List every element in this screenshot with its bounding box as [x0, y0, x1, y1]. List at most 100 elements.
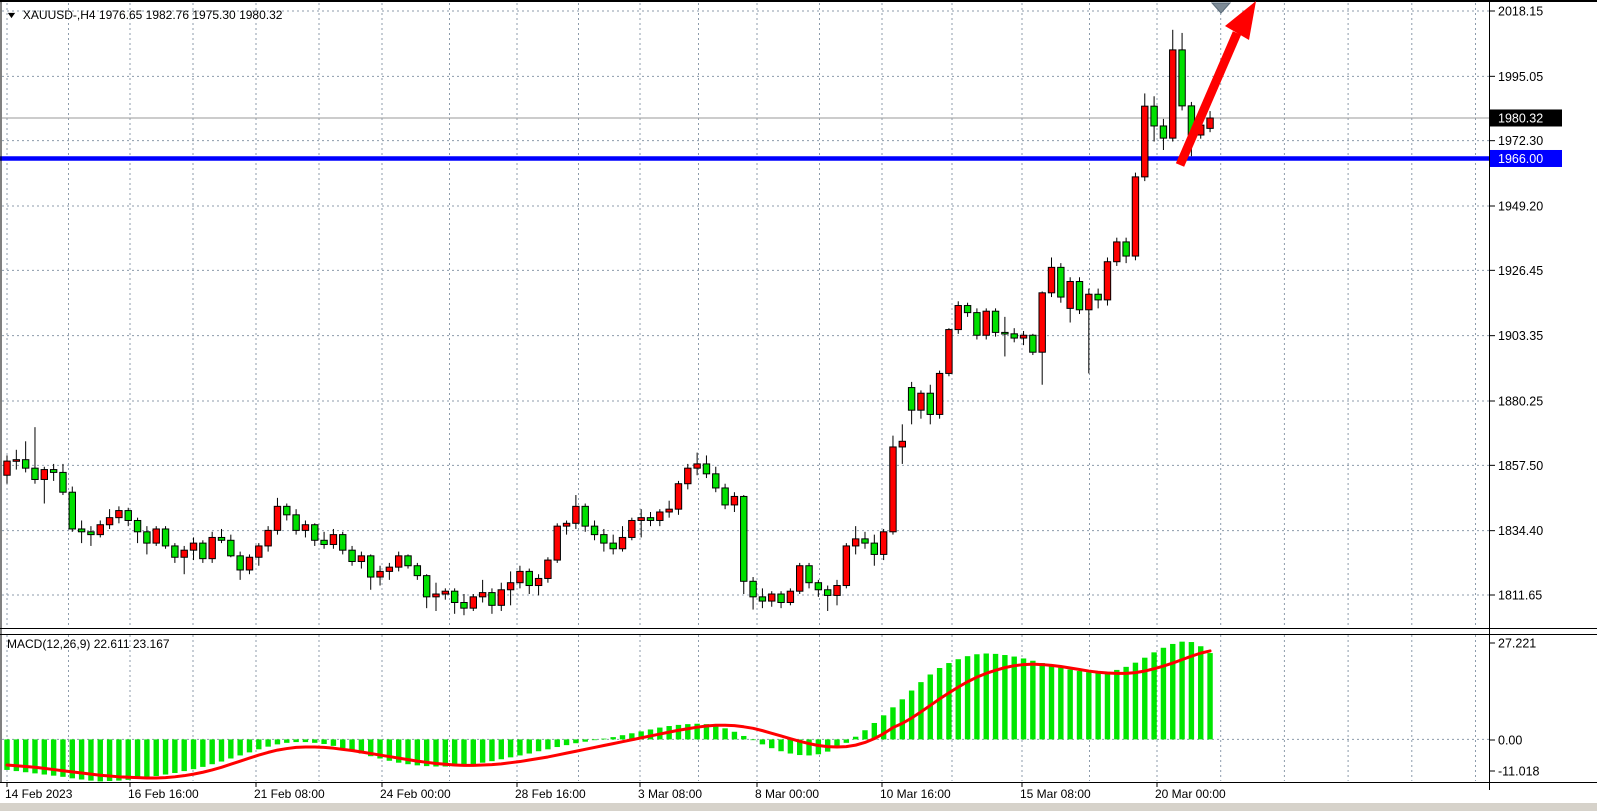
- macd-histogram-bar: [237, 739, 243, 756]
- macd-histogram-bar: [1207, 653, 1213, 740]
- candle-body: [31, 467, 39, 480]
- macd-histogram-bar: [41, 739, 48, 775]
- macd-histogram-bar: [172, 739, 178, 773]
- macd-histogram-bar: [778, 739, 784, 752]
- candle-body: [553, 525, 561, 561]
- macd-histogram-bar: [134, 739, 141, 779]
- price-badge-label: 1980.32: [1498, 111, 1543, 125]
- time-axis-label[interactable]: 10 Mar 16:00: [880, 787, 951, 801]
- price-axis-label[interactable]: 1834.40: [1498, 524, 1543, 538]
- macd-histogram-bar: [946, 663, 952, 740]
- candle-body: [991, 310, 1000, 333]
- candle-body: [311, 524, 319, 541]
- macd-histogram-bar: [284, 739, 290, 743]
- candle-body: [3, 460, 11, 476]
- time-axis-label[interactable]: 20 Mar 00:00: [1155, 787, 1226, 801]
- macd-histogram-bar: [834, 739, 840, 748]
- macd-histogram-bar: [78, 739, 85, 780]
- red-arrow-head[interactable]: [1225, 1, 1256, 40]
- macd-histogram-bar: [517, 739, 523, 756]
- time-axis-label[interactable]: 8 Mar 00:00: [755, 787, 819, 801]
- time-axis-label[interactable]: 3 Mar 08:00: [638, 787, 702, 801]
- price-badge: [1490, 149, 1562, 167]
- macd-signal-line: [5, 649, 1212, 780]
- candle-body: [581, 505, 589, 527]
- price-axis-label[interactable]: 1811.65: [1498, 589, 1542, 603]
- candle-body: [357, 555, 366, 562]
- macd-histogram-bar: [1160, 647, 1167, 740]
- price-axis-label[interactable]: 1926.45: [1498, 264, 1543, 278]
- macd-histogram-bar: [908, 690, 915, 740]
- price-axis-label[interactable]: 1972.30: [1498, 134, 1543, 148]
- macd-histogram-bar: [228, 739, 234, 759]
- macd-histogram-bar: [209, 739, 215, 765]
- candle-body: [199, 542, 207, 560]
- candle-body: [68, 491, 76, 530]
- candle-body: [1010, 333, 1018, 339]
- red-arrow-shaft[interactable]: [1175, 31, 1242, 167]
- candle-body: [740, 495, 748, 582]
- candle-body: [777, 593, 785, 603]
- time-axis-label[interactable]: 21 Feb 08:00: [254, 787, 325, 801]
- macd-axis-label[interactable]: 27.221: [1498, 637, 1536, 651]
- macd-histogram-bar: [852, 736, 859, 740]
- price-axis-label[interactable]: 1995.05: [1498, 70, 1543, 84]
- macd-histogram-bar: [759, 739, 766, 745]
- time-axis-label[interactable]: 14 Feb 2023: [5, 787, 73, 801]
- macd-axis-label[interactable]: 0.00: [1498, 734, 1522, 748]
- candle-body: [1066, 281, 1074, 309]
- candle-body: [851, 538, 860, 547]
- time-axis-label[interactable]: 28 Feb 16:00: [515, 787, 586, 801]
- macd-histogram-bar: [936, 668, 943, 740]
- candle-body: [292, 514, 300, 531]
- macd-histogram-bar: [274, 739, 281, 745]
- candle-body: [1113, 241, 1121, 263]
- macd-histogram-bar: [218, 739, 225, 762]
- candle-body: [1047, 266, 1056, 294]
- candle-body: [973, 312, 981, 336]
- candle-body: [749, 580, 757, 598]
- macd-histogram-bar: [200, 739, 206, 767]
- macd-histogram-bar: [1198, 646, 1204, 740]
- candle-body: [115, 510, 123, 519]
- candle-body: [217, 536, 226, 541]
- price-axis-label[interactable]: 1857.50: [1498, 459, 1543, 473]
- macd-histogram-bar: [423, 739, 430, 767]
- macd-histogram-bar: [330, 739, 337, 746]
- macd-histogram-bar: [713, 725, 719, 740]
- candle-body: [982, 310, 990, 336]
- macd-histogram-bar: [414, 739, 421, 766]
- time-axis-label[interactable]: 16 Feb 16:00: [128, 787, 199, 801]
- price-axis-label[interactable]: 1903.35: [1498, 329, 1543, 343]
- candle-body: [600, 534, 608, 544]
- time-axis-label[interactable]: 24 Feb 00:00: [380, 787, 451, 801]
- macd-axis-label[interactable]: -11.018: [1498, 765, 1540, 779]
- candle-body: [320, 539, 328, 546]
- gray-down-triangle[interactable]: [1210, 2, 1232, 14]
- macd-histogram-bar: [125, 739, 131, 780]
- macd-histogram-bar: [1142, 657, 1148, 740]
- macd-histogram-bar: [97, 739, 103, 782]
- macd-histogram-bar: [591, 739, 598, 741]
- macd-histogram-bar: [741, 735, 747, 740]
- chevron-down-icon[interactable]: ▼: [5, 10, 18, 20]
- price-axis-label[interactable]: 2018.15: [1498, 5, 1543, 19]
- candle-body: [506, 582, 515, 591]
- macd-histogram-bar: [582, 739, 588, 742]
- candle-body: [40, 469, 49, 480]
- time-axis-label[interactable]: 15 Mar 08:00: [1020, 787, 1091, 801]
- price-axis-label[interactable]: 1880.25: [1498, 394, 1543, 408]
- price-axis-label[interactable]: 1949.20: [1498, 199, 1543, 213]
- macd-histogram-bar: [1011, 656, 1017, 740]
- candle-body: [152, 528, 160, 544]
- candle-body: [768, 593, 776, 602]
- candle-body: [339, 534, 347, 551]
- candle-body: [879, 531, 888, 555]
- candle-body: [730, 495, 739, 506]
- candle-body: [1178, 49, 1186, 107]
- macd-indicator-title: MACD(12,26,9) 22.611 23.167: [7, 637, 170, 651]
- macd-histogram-bar: [797, 739, 803, 756]
- macd-histogram-bar: [974, 654, 980, 740]
